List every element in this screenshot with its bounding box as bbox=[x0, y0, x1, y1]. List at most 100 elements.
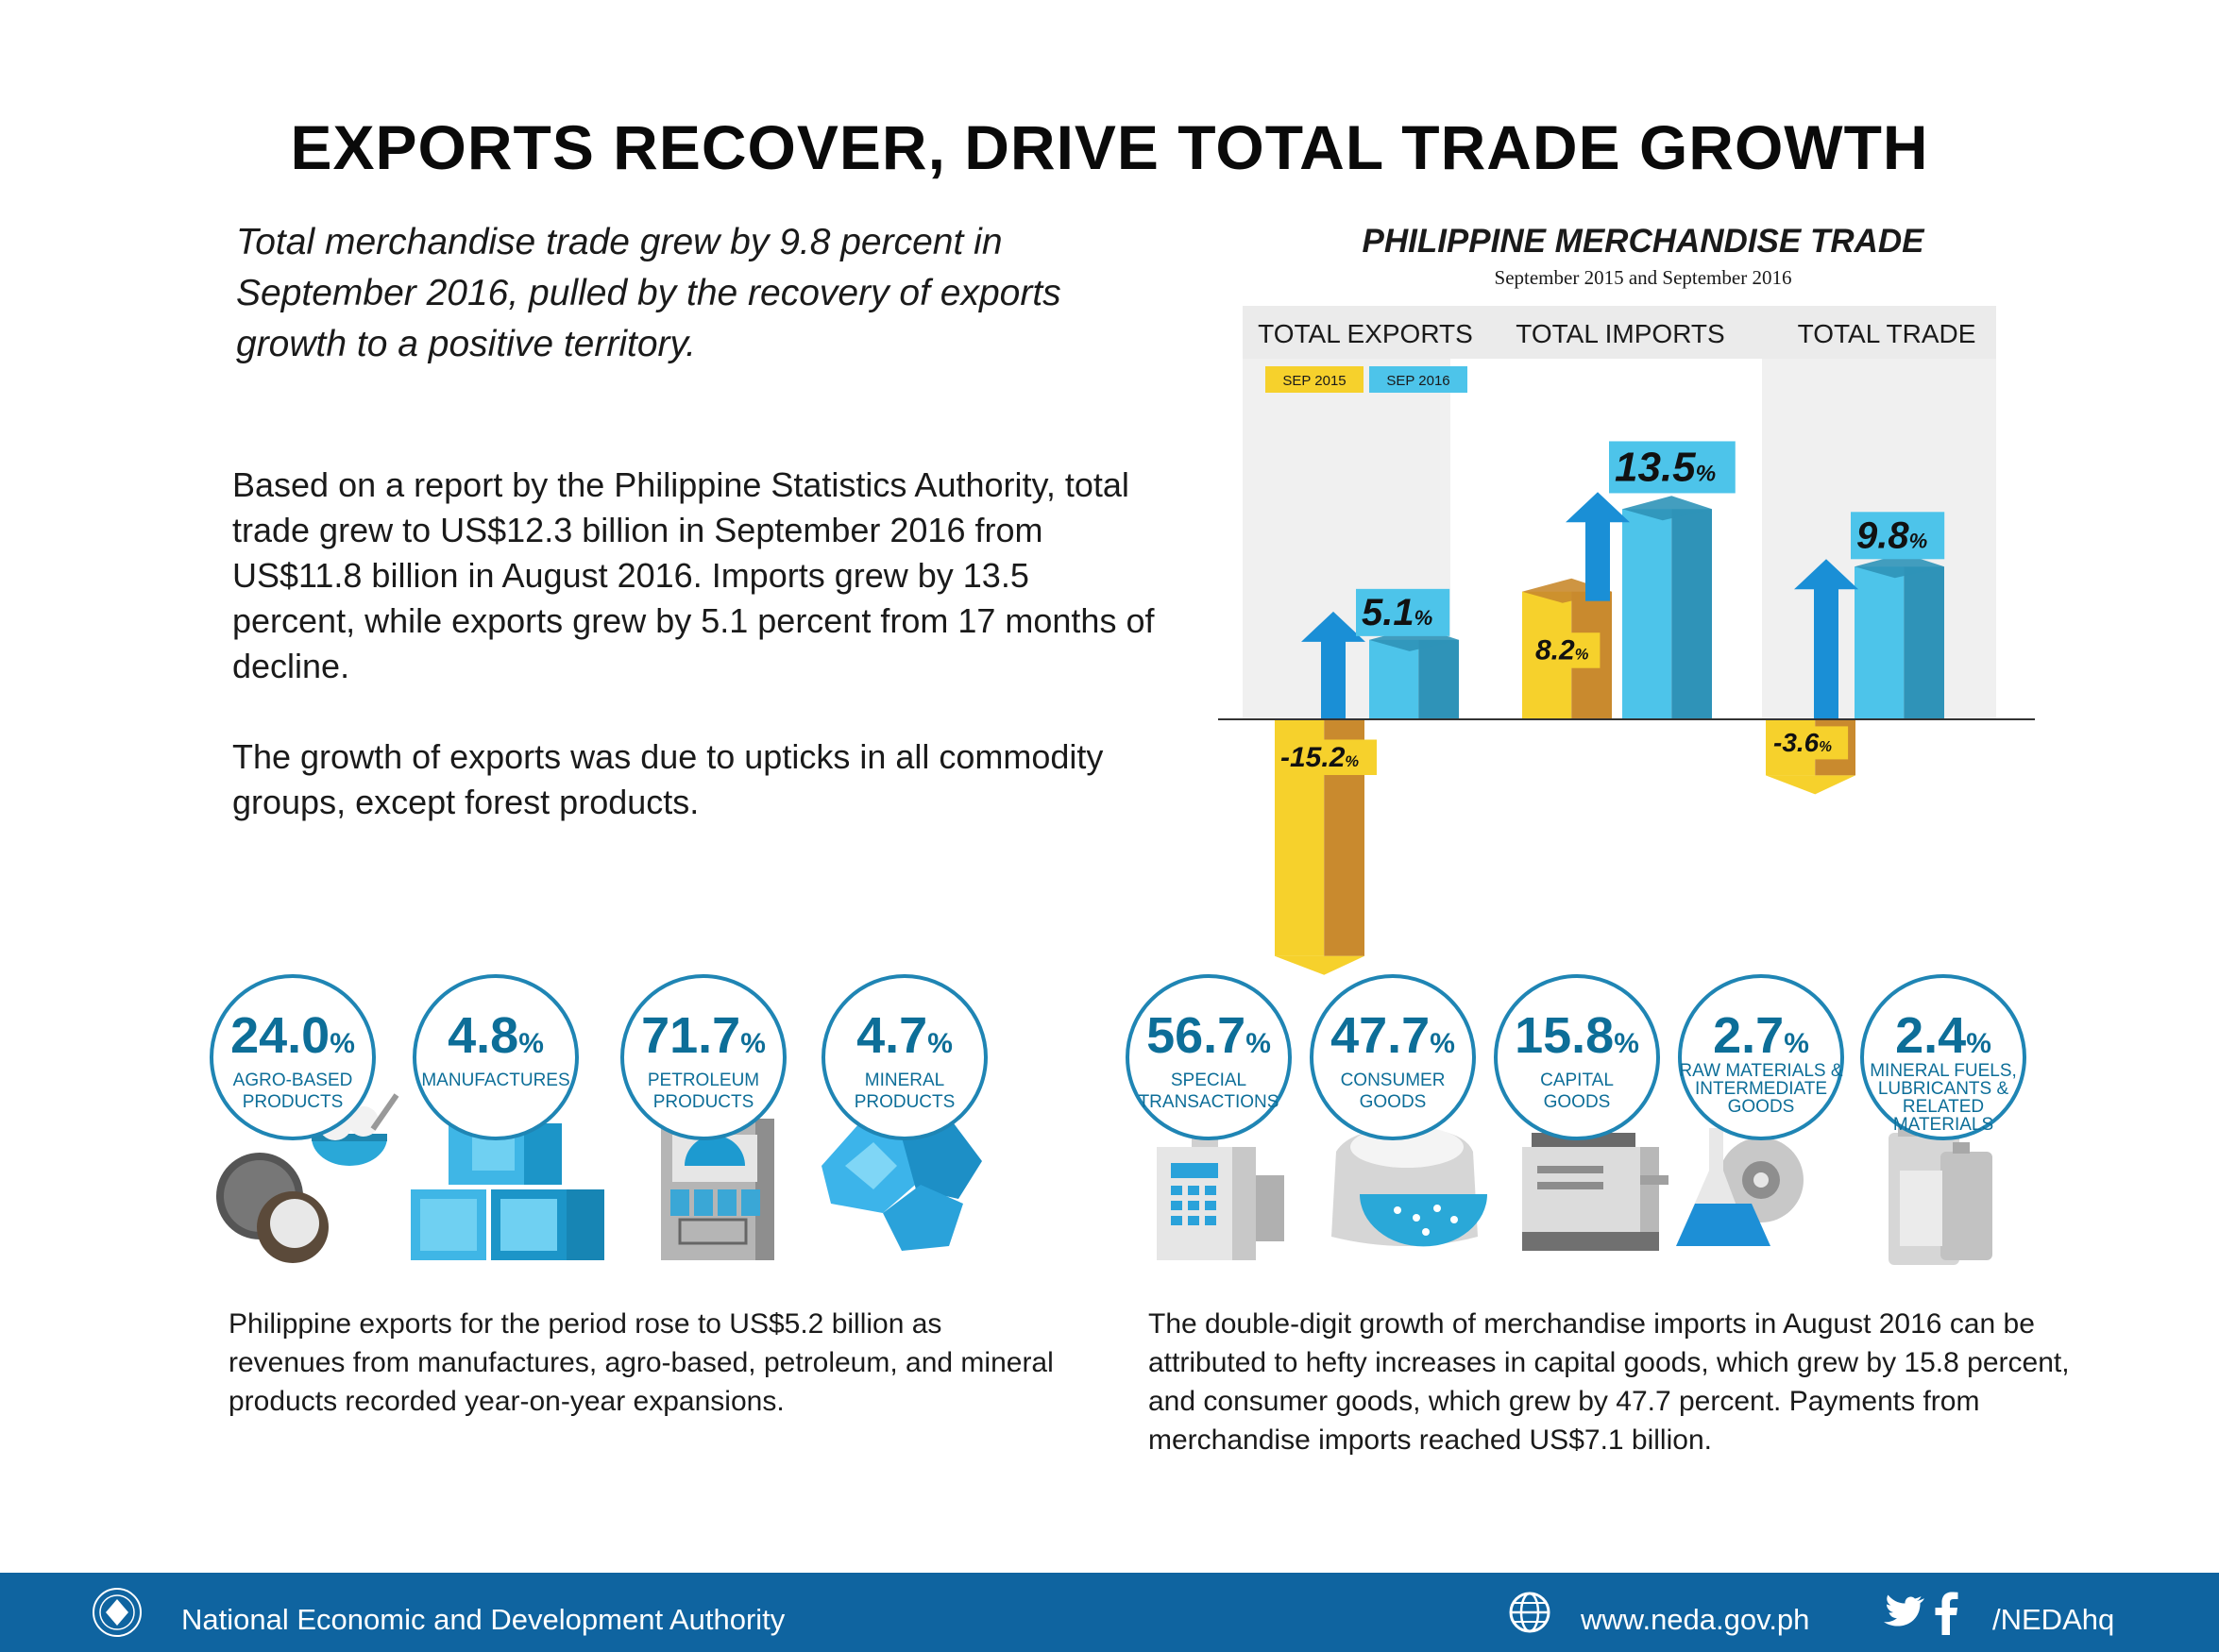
growth-arrow bbox=[1585, 520, 1610, 601]
lead-text: Total merchandise trade grew by 9.8 perc… bbox=[236, 222, 1061, 364]
data-label-sep2015-imports-group: 8.2% bbox=[1530, 632, 1601, 668]
bar-sep2015-exports-tip bbox=[1275, 955, 1364, 975]
export-group-circle-label: PRODUCTS bbox=[855, 1092, 956, 1112]
import-group-circle-label: CONSUMER bbox=[1341, 1070, 1446, 1090]
export-group-circle-ring bbox=[210, 974, 376, 1140]
mineral-rocks-icon bbox=[822, 1123, 982, 1251]
copier-icon bbox=[1522, 1133, 1668, 1251]
coconut-bowl-icon bbox=[216, 1093, 399, 1263]
legend-swatch bbox=[1265, 366, 1364, 393]
growth-arrow-head bbox=[1566, 492, 1630, 523]
imports-summary: The double-digit growth of merchandise i… bbox=[1148, 1308, 2070, 1456]
export-group-circle-ring bbox=[620, 974, 787, 1140]
import-group-circle-label: SPECIAL bbox=[1171, 1070, 1246, 1090]
neda-seal-icon bbox=[93, 1588, 142, 1637]
bar-sep2016-exports bbox=[1369, 639, 1419, 719]
export-group-circle-label: PRODUCTS bbox=[653, 1092, 754, 1112]
data-label-sep2016-trade-group: 9.8% bbox=[1851, 512, 1945, 560]
fuel-pump-icon bbox=[661, 1119, 774, 1260]
import-group-circle: 2.4%MINERAL FUELS,LUBRICANTS &RELATEDMAT… bbox=[1860, 974, 2026, 1140]
commodity-icons bbox=[216, 1093, 1992, 1265]
data-label-sep2015-exports: -15.2% bbox=[1280, 742, 1359, 773]
export-group-circle-value: 4.8% bbox=[448, 1007, 544, 1064]
facebook-icon[interactable] bbox=[1932, 1590, 1960, 1635]
data-label-sep2016-trade-box bbox=[1851, 512, 1945, 560]
footer-website-link[interactable]: www.neda.gov.ph bbox=[1581, 1603, 1810, 1636]
footer-social-handle[interactable]: /NEDAhq bbox=[1992, 1603, 2115, 1636]
bar-sep2016-imports-cap bbox=[1622, 496, 1712, 521]
import-group-circle-label: GOODS bbox=[1728, 1097, 1795, 1117]
data-label-sep2016-imports-box bbox=[1609, 441, 1736, 494]
data-label-sep2015-exports-box bbox=[1275, 739, 1377, 775]
category-label: TOTAL IMPORTS bbox=[1516, 319, 1724, 348]
data-label-sep2015-imports: 8.2% bbox=[1535, 635, 1589, 666]
import-group-circle-label: CAPITAL bbox=[1540, 1070, 1614, 1090]
export-group-circle-ring bbox=[413, 974, 579, 1140]
category-header-band bbox=[1243, 306, 1996, 359]
cash-register-icon bbox=[1157, 1123, 1284, 1260]
fuel-jugs-icon bbox=[1889, 1123, 1992, 1265]
rice-sack-icon bbox=[1331, 1126, 1487, 1247]
import-group-circle-label: LUBRICANTS & bbox=[1878, 1079, 2009, 1099]
import-group-circle-value: 15.8% bbox=[1515, 1007, 1639, 1064]
export-group-circle-value: 24.0% bbox=[230, 1007, 355, 1064]
import-group-circle-label: RELATED bbox=[1903, 1097, 1984, 1117]
data-label-sep2016-trade: 9.8% bbox=[1856, 514, 1927, 556]
data-label-sep2016-exports-box bbox=[1356, 588, 1450, 636]
import-group-circle-ring bbox=[1678, 974, 1844, 1140]
import-group-circle-value: 56.7% bbox=[1146, 1007, 1271, 1064]
growth-arrow bbox=[1814, 587, 1838, 719]
footer-bar bbox=[0, 1573, 2219, 1652]
commodity-groups: 24.0%AGRO-BASEDPRODUCTS4.8%MANUFACTURES7… bbox=[210, 974, 2026, 1265]
growth-arrow bbox=[1321, 639, 1346, 719]
data-label-sep2015-trade-group: -3.6% bbox=[1768, 726, 1849, 760]
export-group-circle-ring bbox=[822, 974, 988, 1140]
data-label-sep2015-exports-group: -15.2% bbox=[1275, 739, 1377, 775]
export-group-circle-value: 4.7% bbox=[856, 1007, 953, 1064]
export-group-circle-label: MINERAL bbox=[865, 1070, 944, 1090]
import-group-circle-label: TRANSACTIONS bbox=[1139, 1092, 1279, 1112]
import-group-circle-value: 47.7% bbox=[1330, 1007, 1455, 1064]
import-group-circle-ring bbox=[1494, 974, 1660, 1140]
globe-icon[interactable] bbox=[1505, 1588, 1554, 1637]
import-group-circle-label: MINERAL FUELS, bbox=[1870, 1061, 2017, 1081]
bar-sep2016-trade-side bbox=[1904, 566, 1944, 719]
import-group-circle-label: INTERMEDIATE bbox=[1695, 1079, 1827, 1099]
import-group-circle-ring bbox=[1310, 974, 1476, 1140]
import-group-circle-value: 2.4% bbox=[1895, 1007, 1991, 1064]
export-group-circle-label: PETROLEUM bbox=[648, 1070, 759, 1090]
import-group-circle-label: MATERIALS bbox=[1893, 1115, 1993, 1135]
chart-subtitle: September 2015 and September 2016 bbox=[1494, 266, 1792, 289]
data-label-sep2016-imports-group: 13.5% bbox=[1609, 441, 1736, 494]
bar-sep2016-exports-side bbox=[1418, 639, 1459, 719]
import-group-circle-ring bbox=[1126, 974, 1292, 1140]
body-paragraph-1: Based on a report by the Philippine Stat… bbox=[232, 465, 1155, 685]
bar-sep2016-imports bbox=[1622, 509, 1672, 719]
import-group-circle-label: GOODS bbox=[1360, 1092, 1427, 1112]
twitter-icon[interactable] bbox=[1883, 1593, 1924, 1631]
data-label-sep2015-trade-box bbox=[1768, 726, 1849, 760]
category-label: TOTAL EXPORTS bbox=[1258, 319, 1473, 348]
import-group-circle-value: 2.7% bbox=[1713, 1007, 1809, 1064]
page-title: EXPORTS RECOVER, DRIVE TOTAL TRADE GROWT… bbox=[290, 112, 1929, 182]
export-group-circle-value: 71.7% bbox=[641, 1007, 766, 1064]
footer-org-name: National Economic and Development Author… bbox=[181, 1603, 786, 1636]
legend-swatch bbox=[1369, 366, 1467, 393]
bar-sep2016-imports-side bbox=[1671, 509, 1712, 719]
boxes-icon bbox=[411, 1123, 604, 1260]
import-group-circle-label: GOODS bbox=[1544, 1092, 1611, 1112]
import-group-circle-ring bbox=[1860, 974, 2026, 1140]
import-group-circle-label: RAW MATERIALS & bbox=[1679, 1061, 1842, 1081]
export-group-circle-label: PRODUCTS bbox=[243, 1092, 344, 1112]
flask-gear-icon bbox=[1676, 1128, 1804, 1246]
chart-title: PHILIPPINE MERCHANDISE TRADE bbox=[1362, 223, 1924, 260]
legend-label: SEP 2015 bbox=[1282, 373, 1346, 389]
export-group-circle: 4.8% MANUFACTURES bbox=[413, 974, 579, 1140]
legend-label: SEP 2016 bbox=[1386, 373, 1449, 389]
